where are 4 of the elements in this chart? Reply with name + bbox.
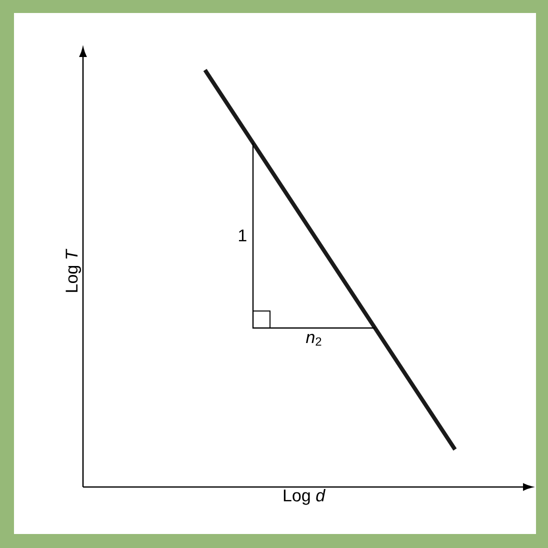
annotation: n$_{2}$ [306,334,322,346]
annotation: 1 [238,230,246,242]
y-axis-title: Log T [66,248,82,292]
x-axis-title: Log d [284,488,326,505]
